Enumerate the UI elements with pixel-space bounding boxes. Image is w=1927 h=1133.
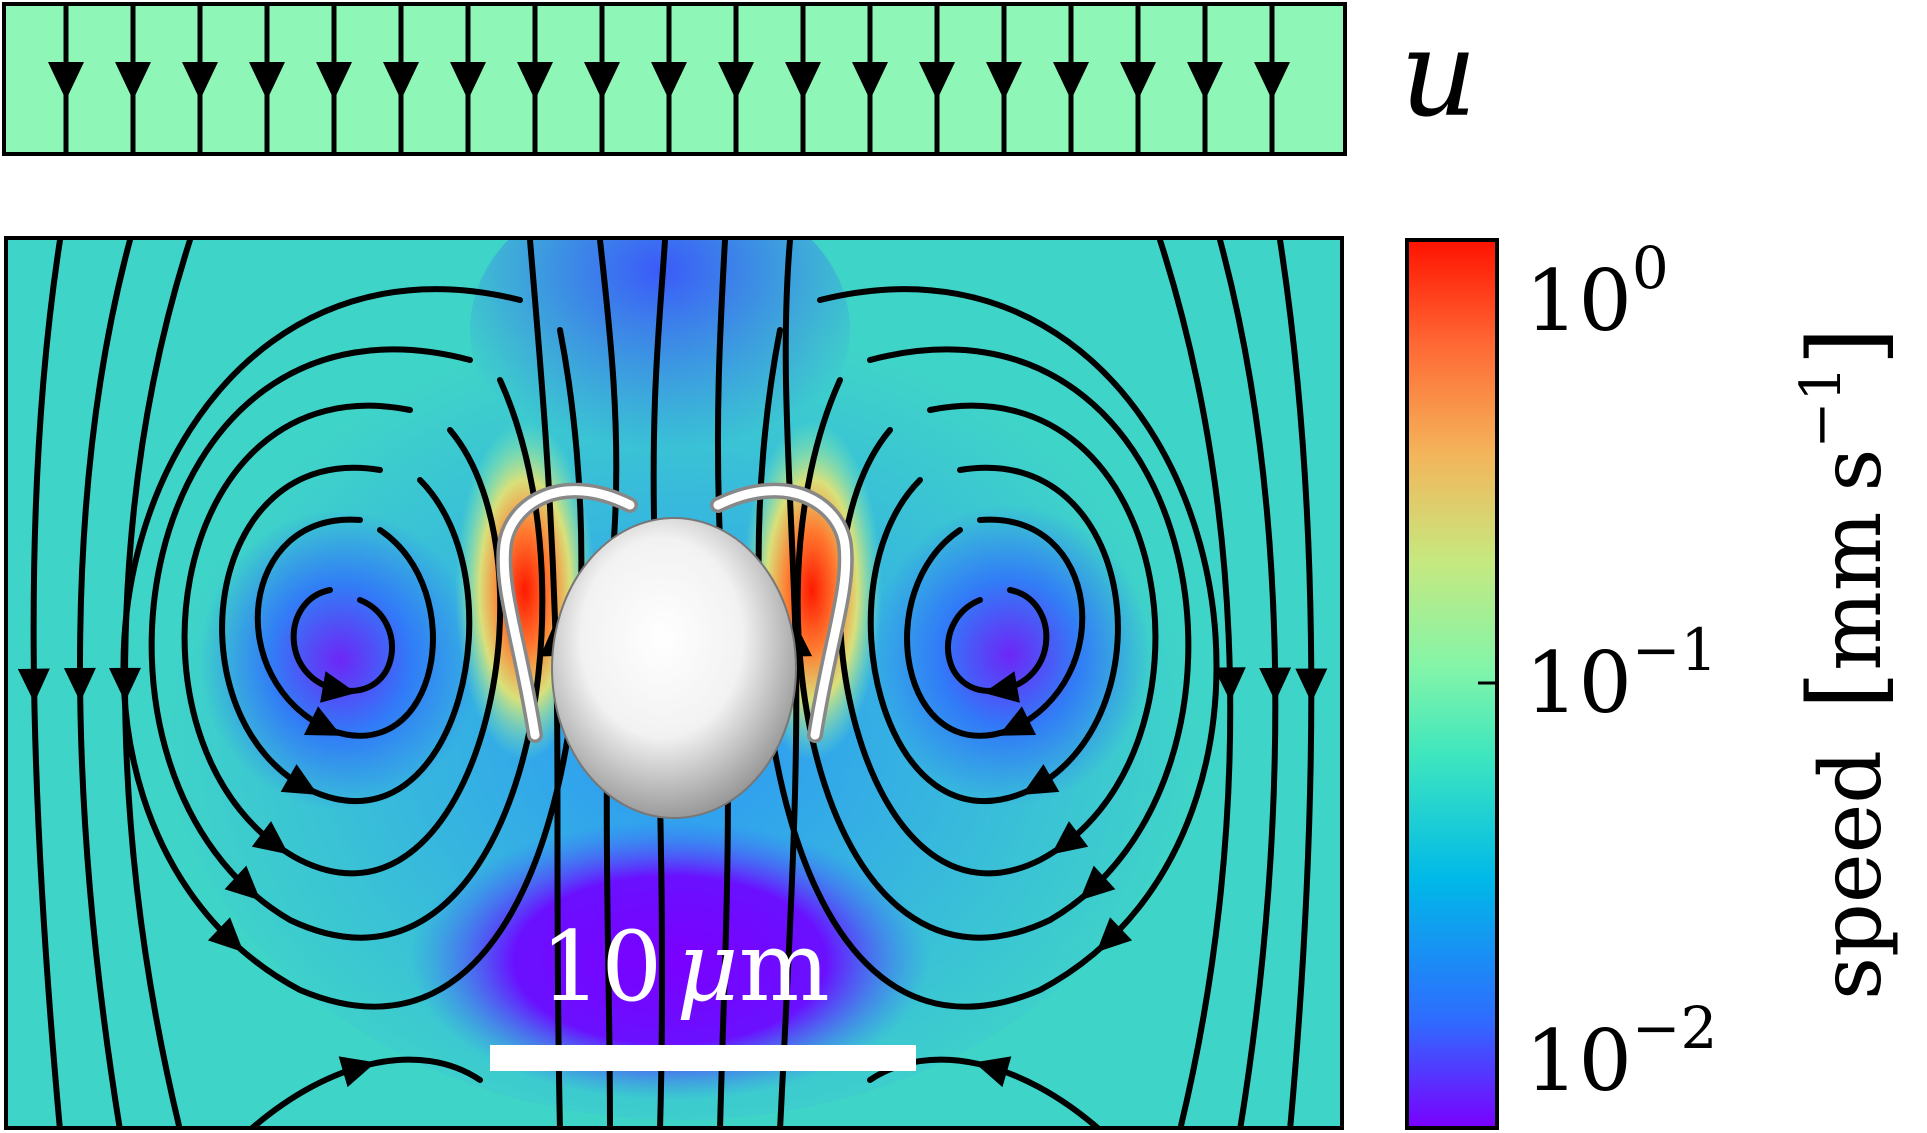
colorbar: 100 10−1 10−2 speed[mms−1] [1405, 234, 1904, 1130]
streamline-arrow [17, 668, 50, 703]
inflow-arrow-head [115, 62, 151, 100]
cell [496, 482, 854, 819]
streamline [181, 402, 504, 877]
streamline [148, 346, 546, 941]
inflow-arrow-head [651, 62, 687, 100]
colorbar-tick-mid: 10−1 [1525, 616, 1717, 732]
flow-velocity-label: u [1400, 5, 1477, 144]
scale-bar: 10 μm [490, 911, 916, 1071]
streamline-arrow [1096, 917, 1133, 953]
streamline [1217, 238, 1279, 1128]
streamline-arrow [1021, 764, 1060, 795]
streamline-arrow [280, 764, 319, 795]
colorbar-tick-bottom: 10−2 [1525, 994, 1717, 1110]
inflow-arrow-head [182, 62, 218, 100]
inflow-arrow-head [852, 62, 888, 100]
streamline-arrow [224, 865, 261, 901]
inflow-arrow-head [1120, 62, 1156, 100]
streamline-arrow [1295, 668, 1328, 703]
colorbar-tick-top: 100 [1525, 234, 1669, 350]
inflow-arrow-head [986, 62, 1022, 100]
streamline-arrow [320, 671, 357, 703]
streamline-arrow [63, 667, 96, 703]
inflow-band [2, 2, 1347, 156]
inflow-arrow-head [450, 62, 486, 100]
inflow-arrow-head [1053, 62, 1089, 100]
inflow-arrows [48, 6, 1290, 152]
streamline-arrow [1213, 667, 1246, 702]
scale-bar-line [490, 1045, 916, 1071]
streamline-arrow [974, 1056, 1012, 1088]
streamline-arrow [303, 706, 342, 736]
colorbar-label: speed[mms−1] [1787, 327, 1904, 1000]
streamline [77, 238, 133, 1128]
inflow-arrow-head [718, 62, 754, 100]
inflow-arrow-head [785, 62, 821, 100]
streamline-arrow [1051, 821, 1089, 855]
inflow-arrow-head [316, 62, 352, 100]
inflow-arrow-head [1187, 62, 1223, 100]
scale-bar-label: 10 μm [540, 911, 830, 1023]
streamline-arrow [983, 671, 1020, 703]
streamline [1277, 238, 1315, 1128]
inflow-arrow-head [249, 62, 285, 100]
streamline [794, 346, 1192, 941]
inflow-arrow-head [919, 62, 955, 100]
inflow-arrow-head [517, 62, 553, 100]
streamline-arrow [1079, 865, 1116, 901]
cell-body [551, 517, 797, 819]
inflow-arrow-head [584, 62, 620, 100]
streamline-arrow [108, 667, 141, 702]
inflow-arrow-head [1254, 62, 1290, 100]
streamline [30, 238, 63, 1128]
streamline-arrow [251, 821, 289, 855]
streamline-arrow [1259, 667, 1292, 702]
inflow-arrow-head [383, 62, 419, 100]
streamline-arrow [338, 1056, 376, 1088]
streamline-arrow [998, 706, 1037, 736]
inflow-arrow-head [48, 62, 84, 100]
streamline-arrow [207, 917, 244, 953]
